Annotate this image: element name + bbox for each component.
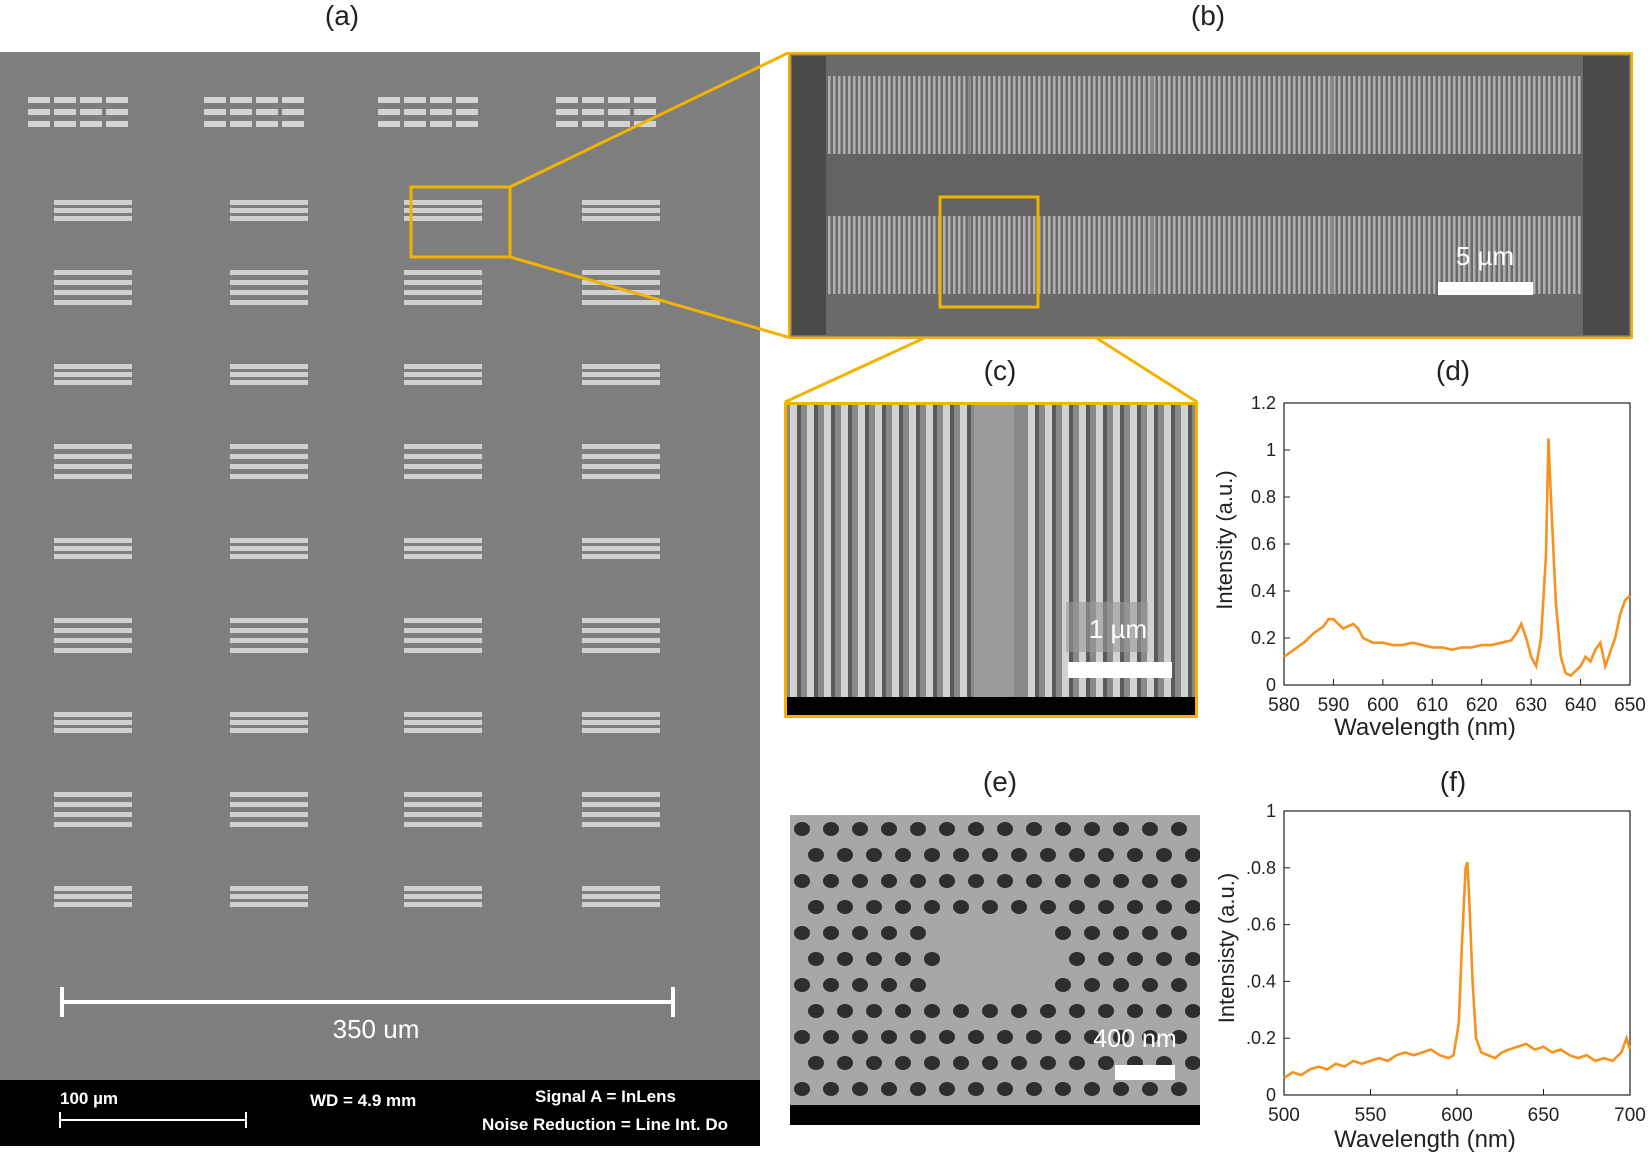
info-scalebar: 100 µm <box>60 1089 118 1108</box>
grating-block <box>582 886 660 907</box>
grating-block <box>404 200 482 221</box>
y-tick-label: 0.4 <box>1251 581 1276 601</box>
y-tick-label: 1 <box>1266 803 1276 821</box>
panel-label-d: (d) <box>1413 355 1493 387</box>
sem-overview-panel: 350 um 100 µm WD = 4.9 mm Signal A = InL… <box>0 52 760 1152</box>
y-tick-label: .0.4 <box>1246 971 1276 991</box>
scale-label-400nm: 400 nm <box>1093 1025 1176 1053</box>
grating-block <box>54 200 132 221</box>
grating-block <box>404 538 482 559</box>
chart-d-ylabel: Intensity (a.u.) <box>1212 470 1237 609</box>
y-tick-label: 0 <box>1266 675 1276 695</box>
x-tick-label: 600 <box>1441 1105 1473 1126</box>
y-tick-label: 0.2 <box>1251 628 1276 648</box>
spectrum-line <box>1284 438 1630 675</box>
grating-block <box>54 364 132 385</box>
x-tick-label: 630 <box>1515 695 1547 716</box>
x-tick-label: 580 <box>1268 695 1300 716</box>
x-tick-label: 650 <box>1614 695 1646 716</box>
sem-zoom-panel-b: 5 µm <box>788 52 1633 339</box>
y-tick-label: .0.2 <box>1246 1028 1276 1048</box>
grating-block <box>404 364 482 385</box>
panel-label-f: (f) <box>1413 766 1493 798</box>
sem-panel-e: 400 nm <box>790 815 1200 1125</box>
panel-c-lines <box>790 402 1192 697</box>
sem-zoom-panel-c: 1 µm <box>784 402 1198 718</box>
panel-e-info-bar <box>790 1105 1200 1125</box>
y-tick-label: .0.6 <box>1246 915 1276 935</box>
scale-label-5um: 5 µm <box>1456 241 1514 271</box>
scale-label-350um: 350 um <box>333 1014 420 1044</box>
scale-bar-5um <box>1438 282 1533 295</box>
grating-block <box>582 200 660 221</box>
x-tick-label: 610 <box>1416 695 1448 716</box>
spectrum-line <box>1284 862 1630 1078</box>
grating-block <box>230 364 308 385</box>
panel-label-c: (c) <box>960 355 1040 387</box>
x-tick-label: 620 <box>1466 695 1498 716</box>
sem-background <box>0 52 760 1080</box>
y-tick-label: 0.8 <box>1251 487 1276 507</box>
y-tick-label: 1.2 <box>1251 395 1276 413</box>
grating-block <box>230 538 308 559</box>
grating-block <box>230 200 308 221</box>
info-wd: WD = 4.9 mm <box>310 1091 416 1110</box>
scale-bar-1um <box>1068 662 1172 678</box>
x-tick-label: 700 <box>1614 1105 1646 1126</box>
x-tick-label: 640 <box>1565 695 1597 716</box>
grating-block <box>404 712 482 733</box>
grating-block <box>582 712 660 733</box>
y-tick-label: .0.8 <box>1246 858 1276 878</box>
x-tick-label: 590 <box>1318 695 1350 716</box>
chart-f-ylabel: Intensisty (a.u.) <box>1214 873 1239 1023</box>
panel-label-a: (a) <box>302 0 382 32</box>
plot-frame <box>1284 811 1630 1095</box>
panel-label-e: (e) <box>960 766 1040 798</box>
y-tick-label: 1 <box>1266 440 1276 460</box>
grating-block <box>54 886 132 907</box>
grating-block <box>230 712 308 733</box>
x-tick-label: 650 <box>1528 1105 1560 1126</box>
chart-f: Intensisty (a.u.) Wavelength (nm) 500 550… <box>1212 803 1647 1154</box>
info-signal: Signal A = InLens <box>535 1087 676 1106</box>
scale-label-1um: 1 µm <box>1089 614 1147 644</box>
scale-bar-400nm <box>1115 1065 1175 1080</box>
chart-d-xlabel: Wavelength (nm) <box>1334 714 1516 741</box>
plot-frame <box>1284 403 1630 685</box>
info-noise: Noise Reduction = Line Int. Do <box>482 1115 728 1134</box>
y-tick-label: 0 <box>1266 1085 1276 1105</box>
y-tick-label: 0.6 <box>1251 534 1276 554</box>
grating-block <box>582 364 660 385</box>
grating-block <box>230 886 308 907</box>
x-tick-label: 500 <box>1268 1105 1300 1126</box>
grating-block <box>404 886 482 907</box>
x-tick-label: 600 <box>1367 695 1399 716</box>
grating-block <box>54 712 132 733</box>
panel-c-info-bar <box>786 697 1196 716</box>
grating-block <box>54 538 132 559</box>
panel-label-b: (b) <box>1168 0 1248 32</box>
chart-f-xlabel: Wavelength (nm) <box>1334 1126 1516 1153</box>
x-tick-label: 550 <box>1355 1105 1387 1126</box>
chart-d: Intensity (a.u.) Wavelength (nm) 580 590 6… <box>1212 395 1647 755</box>
grating-block <box>582 538 660 559</box>
